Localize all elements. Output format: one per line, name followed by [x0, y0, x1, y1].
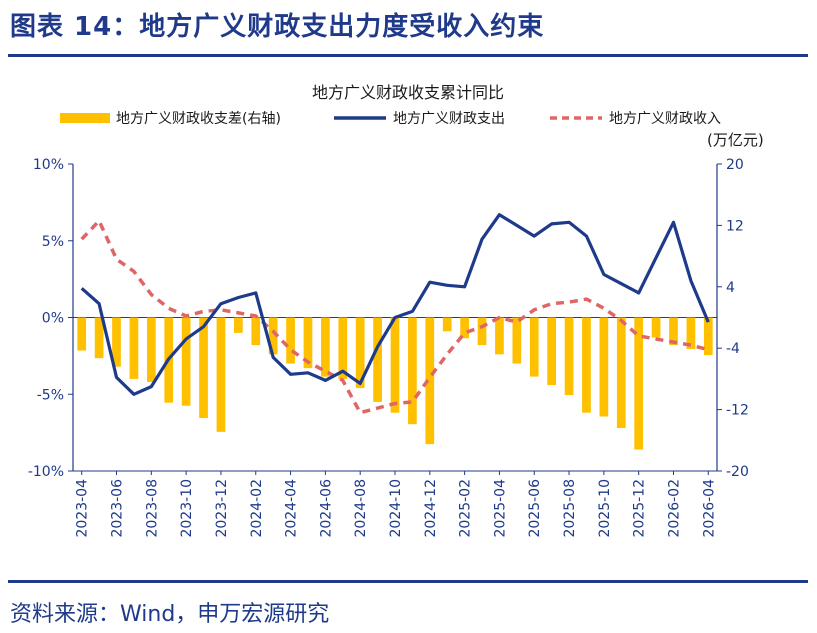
x-axis-tick-label: 2026-04 [701, 479, 717, 538]
bar-2023-06 [112, 317, 121, 367]
right-axis-tick-label: -20 [726, 464, 749, 480]
x-axis-tick-label: 2024-08 [353, 479, 369, 538]
right-axis-unit: (万亿元) [707, 131, 764, 149]
bar-2023-11 [199, 317, 208, 419]
bar-2023-12 [216, 317, 226, 432]
bar-2025-10 [599, 317, 609, 417]
bar-2026-01 [651, 317, 661, 338]
x-axis-tick-label: 2025-06 [527, 479, 543, 538]
legend-label-bar: 地方广义财政收支差(右轴) [116, 111, 281, 127]
revenue-line [80, 219, 709, 415]
bar-2025-12 [634, 317, 644, 450]
x-axis-tick-label: 2024-06 [318, 479, 334, 538]
right-axis-tick-label: -12 [726, 403, 749, 419]
x-axis-tick-label: 2024-12 [423, 479, 439, 538]
x-axis-tick-label: 2024-04 [284, 479, 300, 538]
left-axis-tick-label: 5% [42, 234, 64, 250]
bar-2023-07 [129, 317, 139, 379]
bar-2025-03 [477, 317, 487, 346]
x-axis-tick-label: 2025-02 [458, 479, 474, 538]
bar-2024-01 [234, 317, 243, 333]
bar-2024-05 [303, 317, 313, 369]
legend-label-revenue: 地方广义财政收入 [609, 111, 721, 127]
x-axis-tick-label: 2025-08 [562, 479, 578, 538]
bar-2025-02 [460, 317, 469, 339]
bar-2025-08 [564, 317, 574, 396]
bar-2025-07 [547, 317, 556, 386]
bar-2025-09 [582, 317, 591, 413]
left-axis-tick-label: 0% [42, 311, 64, 327]
x-axis-tick-label: 2023-12 [214, 479, 230, 538]
footer-rule [8, 580, 808, 583]
bar-2026-02 [669, 317, 678, 346]
right-axis-tick-label: 12 [726, 218, 744, 234]
x-axis-tick-label: 2023-08 [144, 479, 160, 538]
x-axis-tick-label: 2025-12 [632, 479, 648, 538]
x-axis-tick-label: 2023-04 [75, 479, 91, 538]
bar-2026-03 [686, 317, 696, 349]
bar-2023-08 [146, 317, 156, 382]
right-axis-tick-label: 20 [726, 157, 744, 173]
bar-2024-06 [321, 317, 330, 377]
bar-2024-07 [338, 317, 348, 379]
x-axis-tick-label: 2026-02 [666, 479, 682, 538]
bar-2024-08 [355, 317, 365, 389]
chart-title: 地方广义财政收支累计同比 [312, 83, 504, 102]
bar-2024-04 [286, 317, 295, 364]
expense-line [80, 213, 710, 396]
x-axis-tick-label: 2025-10 [597, 479, 613, 538]
legend-label-expense: 地方广义财政支出 [393, 111, 505, 127]
left-axis-tick-label: -5% [37, 387, 64, 403]
title-rule [8, 54, 808, 57]
bar-2025-04 [495, 317, 504, 355]
x-axis-tick-label: 2023-10 [179, 479, 195, 538]
x-axis-tick-label: 2024-02 [249, 479, 265, 538]
left-axis-tick-label: -10% [28, 464, 64, 480]
bar-2025-01 [442, 317, 452, 332]
right-axis-tick-label: 4 [726, 280, 735, 296]
x-axis-tick-label: 2024-10 [388, 479, 404, 538]
bar-2025-05 [512, 317, 522, 364]
right-axis-tick-label: -4 [726, 341, 740, 357]
bar-2023-04 [77, 317, 87, 351]
x-axis-tick-label: 2023-06 [110, 479, 126, 538]
bar-2025-06 [529, 317, 539, 377]
bar-2023-05 [94, 317, 104, 359]
bar-2024-10 [390, 317, 400, 413]
bar-2024-12 [425, 317, 435, 445]
bar-2024-02 [251, 317, 261, 346]
bar-2024-11 [408, 317, 417, 425]
left-axis-tick-label: 10% [33, 157, 64, 173]
legend-swatch-bar [60, 113, 110, 123]
x-axis-tick-label: 2025-04 [492, 479, 508, 538]
figure-title: 图表 14：地方广义财政支出力度受收入约束 [10, 12, 545, 42]
source-note: 资料来源：Wind，申万宏源研究 [10, 602, 330, 627]
bar-2023-10 [181, 317, 191, 406]
bar-2025-11 [616, 317, 626, 429]
bar-2024-09 [373, 317, 382, 402]
bar-2024-03 [268, 317, 278, 355]
bar-2026-04 [703, 317, 713, 356]
